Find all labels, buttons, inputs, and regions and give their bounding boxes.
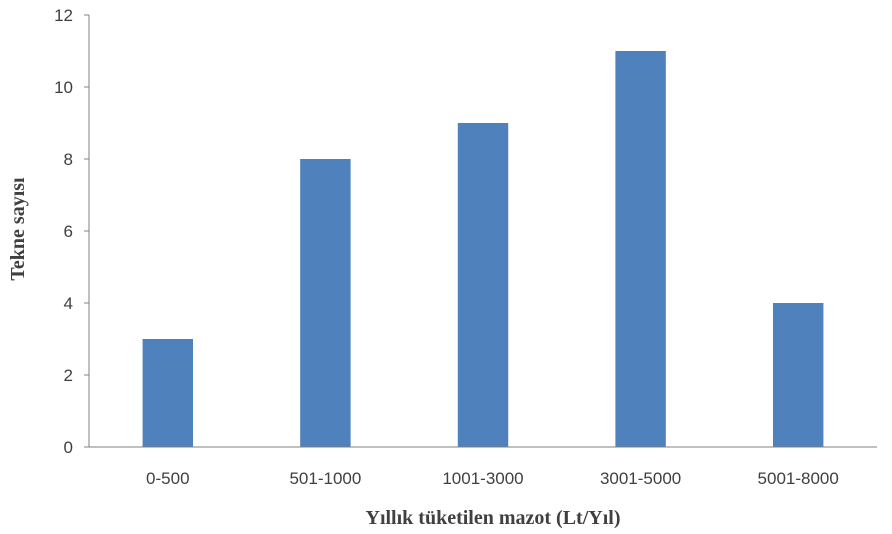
y-tick-label: 6 (64, 222, 73, 241)
y-tick-label: 0 (64, 438, 73, 457)
bar-501-1000 (300, 159, 351, 447)
x-axis-ticks: 0-500 501-1000 1001-3000 3001-5000 5001-8000 (146, 469, 839, 488)
y-tick-label: 8 (64, 150, 73, 169)
bars (142, 51, 824, 447)
y-tick-label: 2 (64, 366, 73, 385)
y-tick-label: 4 (64, 294, 73, 313)
y-axis-title: Tekne sayısı (7, 177, 29, 281)
bar-1001-3000 (457, 123, 509, 447)
bar-0-500 (142, 339, 194, 447)
x-tick-label: 0-500 (146, 469, 189, 488)
x-tick-label: 5001-8000 (758, 469, 839, 488)
bar-5001-8000 (772, 303, 824, 447)
y-axis-ticks: 0 2 4 6 8 10 12 (54, 6, 89, 457)
y-tick-label: 12 (54, 6, 73, 25)
y-tick-label: 10 (54, 78, 73, 97)
x-tick-label: 1001-3000 (442, 469, 523, 488)
x-tick-label: 501-1000 (289, 469, 361, 488)
bar-3001-5000 (615, 51, 666, 447)
x-axis-title: Yıllık tüketilen mazot (Lt/Yıl) (366, 507, 621, 529)
x-tick-label: 3001-5000 (600, 469, 681, 488)
